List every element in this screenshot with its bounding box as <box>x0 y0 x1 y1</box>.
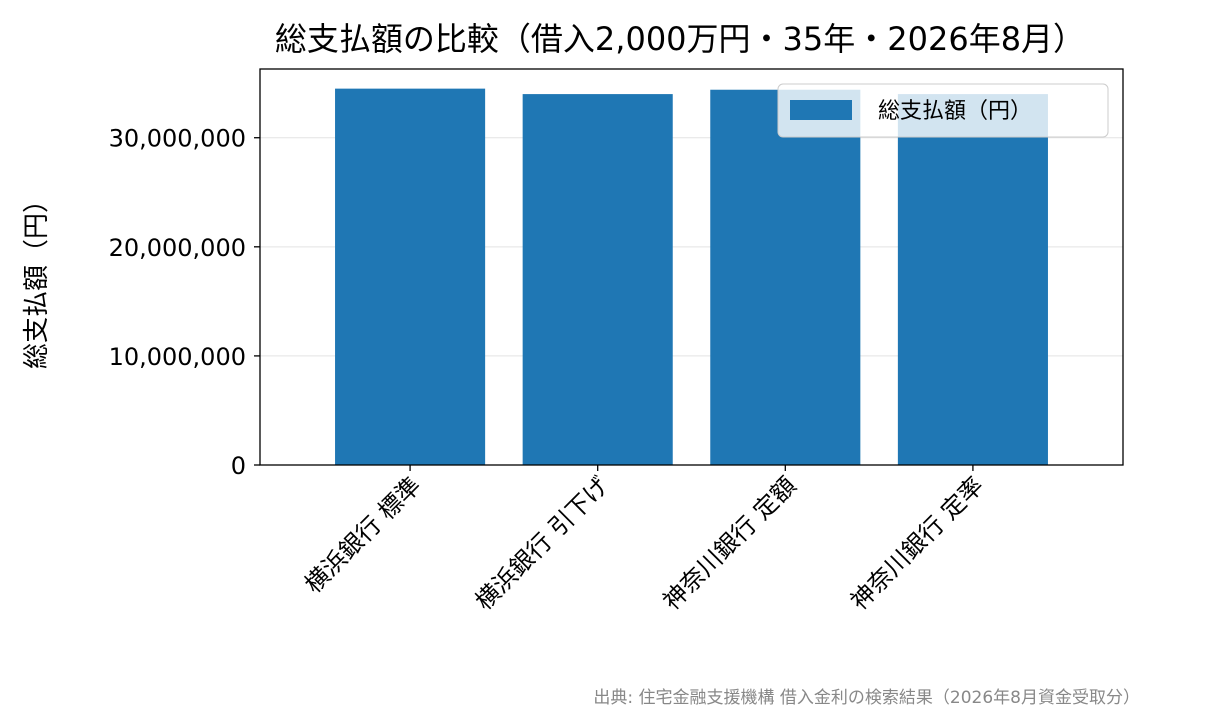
y-axis: 0 10,000,000 20,000,000 30,000,000 <box>109 125 260 480</box>
x-axis: 横浜銀行 標準 横浜銀行 引下げ 神奈川銀行 定額 神奈川銀行 定率 <box>299 465 989 615</box>
y-tick-label: 30,000,000 <box>109 125 246 153</box>
legend-box <box>777 83 1109 138</box>
y-tick-label: 0 <box>231 452 246 480</box>
x-tick-label: 神奈川銀行 定率 <box>845 471 989 615</box>
plot-area-frame <box>259 68 1124 466</box>
source-note: 出典: 住宅金融支援機構 借入金利の検索結果（2026年8月資金受取分） <box>593 688 1140 708</box>
y-axis-label: 総支払額（円） <box>22 187 52 369</box>
x-tick-label: 横浜銀行 引下げ <box>470 471 614 615</box>
legend-label: 総支払額（円） <box>878 99 1032 124</box>
bar <box>897 94 1048 465</box>
y-tick-label: 10,000,000 <box>109 343 246 371</box>
x-tick-label: 横浜銀行 標準 <box>299 471 426 598</box>
legend-swatch <box>790 100 852 120</box>
bar <box>335 88 486 466</box>
bars <box>335 88 1048 466</box>
legend: 総支払額（円） <box>777 83 1109 138</box>
y-tick-label: 20,000,000 <box>109 234 246 262</box>
bar <box>522 94 673 465</box>
bar <box>710 89 861 466</box>
chart-title: 総支払額の比較（借入2,000万円・35年・2026年8月） <box>275 20 1085 58</box>
x-tick-label: 神奈川銀行 定額 <box>658 471 802 615</box>
